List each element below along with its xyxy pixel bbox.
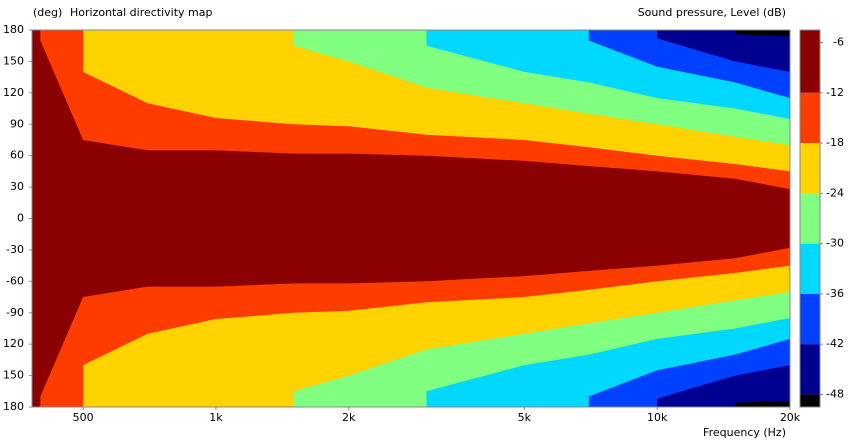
y-tick-label: 180 [3,400,24,413]
colorbar-band [800,293,820,345]
colorbar-frame [799,29,821,408]
colorbar-band [800,92,820,144]
colorbar-tick-label: -18 [826,136,844,149]
y-tick-label: -90 [6,306,24,319]
colorbar-band [800,30,820,93]
y-tick-label: -30 [6,243,24,256]
y-tick-label: 90 [10,117,24,130]
x-tick-label: 500 [73,411,94,424]
colorbar-tick-label: -24 [826,186,844,199]
x-axis-label: Frequency (Hz) [703,426,786,439]
x-tick-label: 5k [518,411,532,424]
colorbar-band [800,193,820,244]
y-tick-label: 30 [10,180,24,193]
x-tick-label: 1k [209,411,223,424]
y-tick-label: 180 [3,23,24,36]
y-tick-label: 150 [3,54,24,67]
x-tick-label: 10k [647,411,668,424]
colorbar-tick-label: -6 [833,36,844,49]
contour-region-upper [734,30,790,37]
y-tick-label: -60 [6,274,24,287]
colorbar-tick-label: -12 [826,86,844,99]
colorbar-tick-label: -30 [826,237,844,250]
y-tick-label: 0 [17,212,24,225]
colorbar-band [800,243,820,294]
colorbar-band [800,344,820,395]
colorbar-tick-label: -42 [826,337,844,350]
colorbar-tick-label: -48 [826,387,844,400]
x-tick-label: 2k [342,411,356,424]
x-tick-label: 20k [780,411,801,424]
contour-region-upper [657,30,790,72]
contour-region-lower [734,400,790,407]
contour-region-lower [657,365,790,407]
y-tick-label: 60 [10,149,24,162]
y-tick-label: 120 [3,86,24,99]
y-axis-label: (deg) [33,6,62,19]
y-tick-label: 120 [3,337,24,350]
colorbar-tick-label: -36 [826,287,844,300]
colorbar-band [800,394,820,407]
y-tick-label: 150 [3,369,24,382]
colorbar-label: Sound pressure, Level (dB) [638,6,786,19]
chart-title: Horizontal directivity map [70,6,213,19]
colorbar-band [800,143,820,194]
